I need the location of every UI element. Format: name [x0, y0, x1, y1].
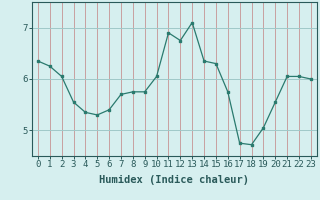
X-axis label: Humidex (Indice chaleur): Humidex (Indice chaleur): [100, 175, 249, 185]
